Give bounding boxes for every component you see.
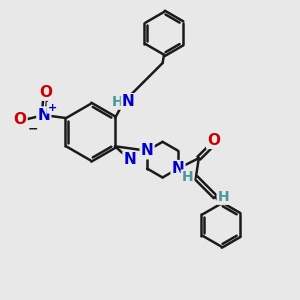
Text: N: N: [38, 108, 50, 123]
Text: O: O: [14, 112, 26, 127]
Text: H: H: [112, 95, 123, 109]
Text: N: N: [124, 152, 136, 167]
Text: O: O: [207, 133, 220, 148]
Text: O: O: [39, 85, 52, 100]
Text: H: H: [218, 190, 229, 204]
Text: N: N: [172, 161, 184, 176]
Text: N: N: [122, 94, 135, 109]
Text: +: +: [47, 103, 57, 112]
Text: N: N: [141, 143, 154, 158]
Text: H: H: [182, 170, 193, 184]
Text: −: −: [28, 122, 38, 136]
